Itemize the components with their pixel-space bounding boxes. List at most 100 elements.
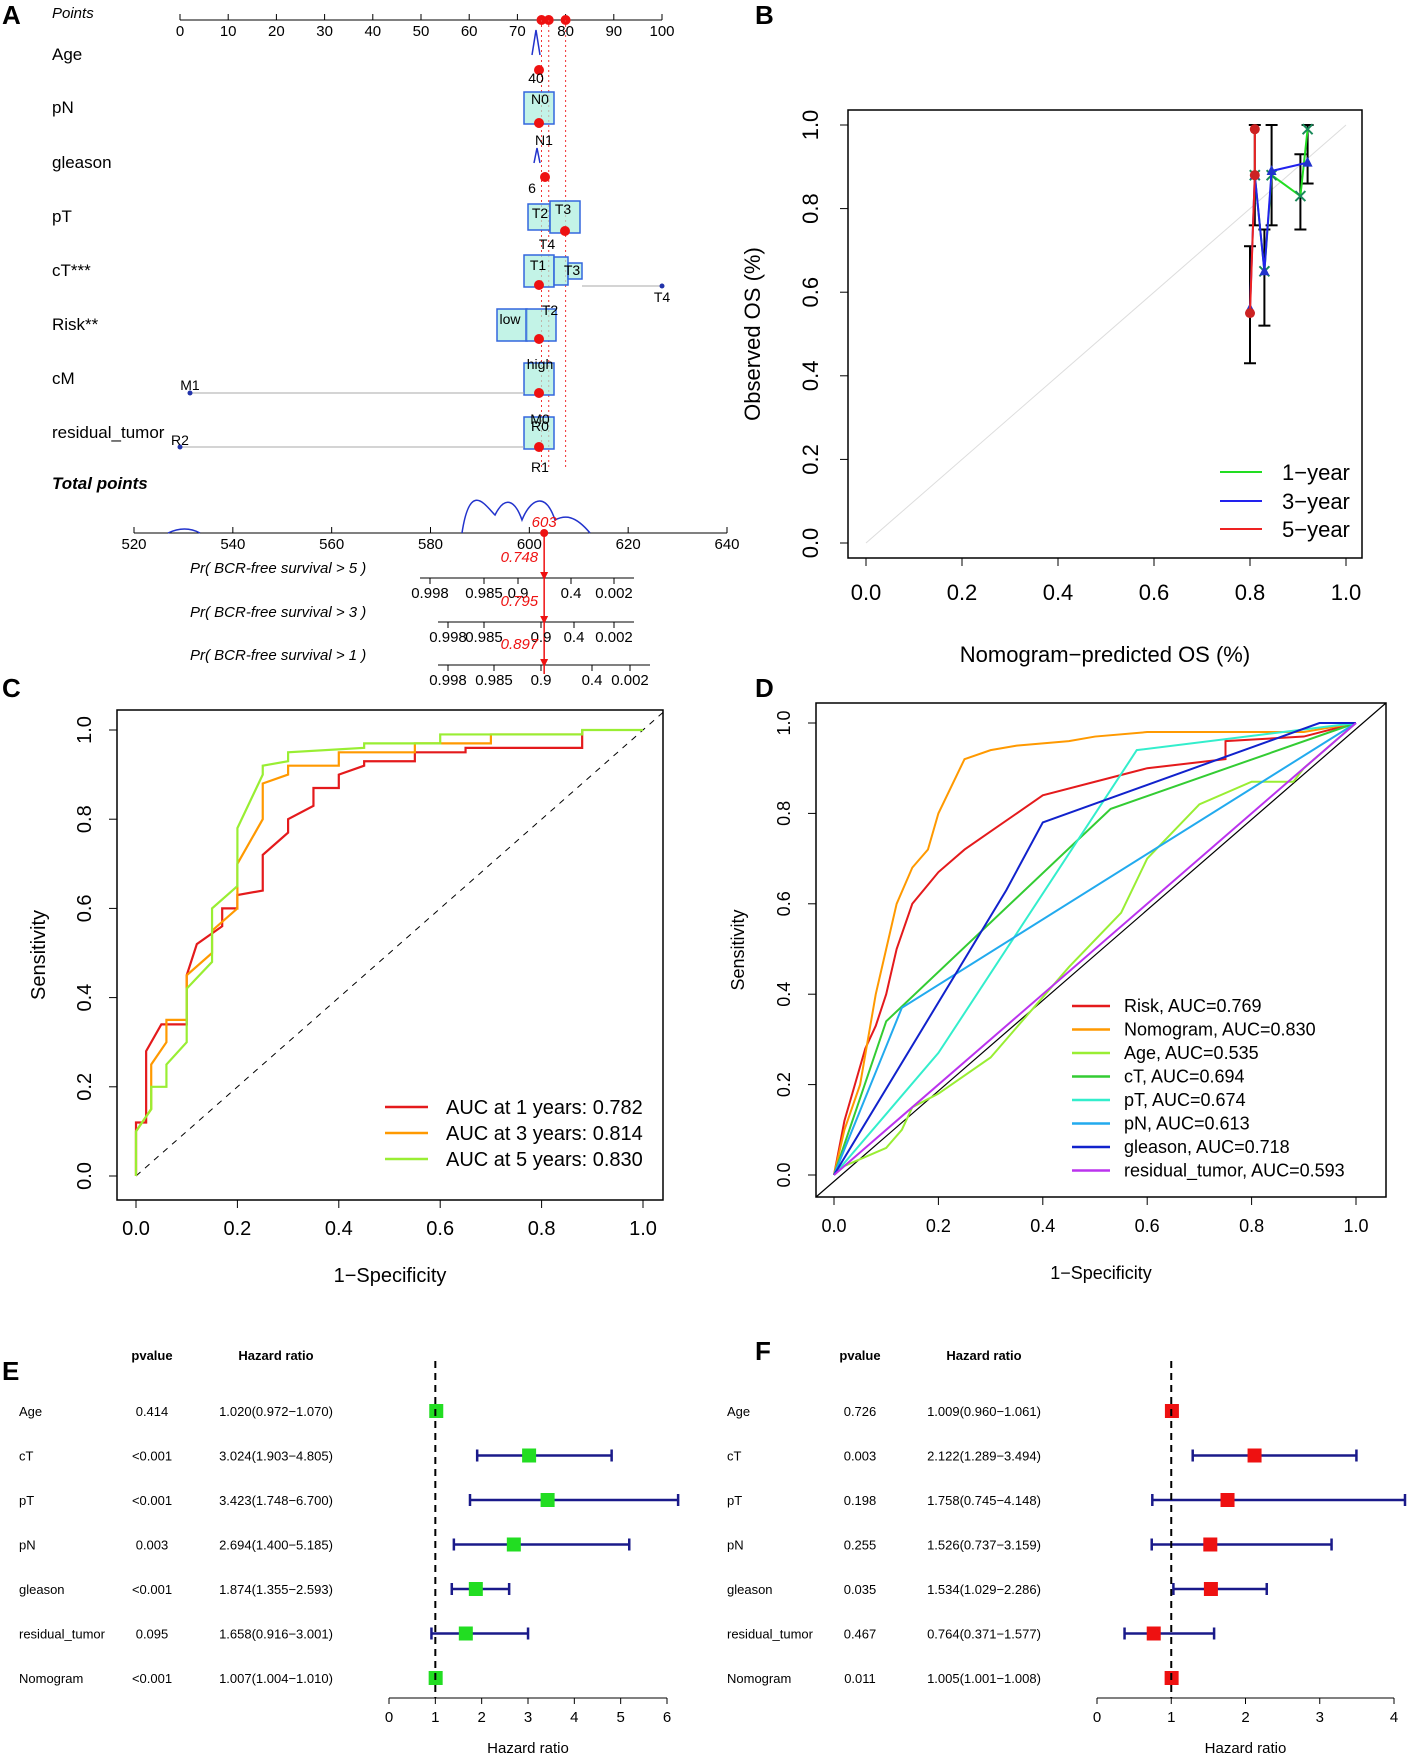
variable-point — [534, 65, 544, 75]
variable-label: cT*** — [52, 261, 91, 280]
points-tick-label: 90 — [605, 23, 622, 40]
plot-box — [116, 709, 664, 1201]
multivariate-forest-panel: pvalue Hazard ratio Age 0.726 1.009(0.960−1.… — [727, 1348, 1407, 1757]
forest-row-pvalue: <0.001 — [132, 1449, 172, 1464]
x-tick-label: 6 — [663, 1709, 671, 1726]
level-dot — [659, 283, 665, 289]
forest-row-pvalue: 0.035 — [844, 1582, 877, 1597]
roc-curve — [833, 722, 1357, 1176]
hazard-marker — [1220, 1493, 1235, 1507]
x-tick-label: 4 — [570, 1709, 578, 1726]
panel-letter-e: E — [2, 1356, 19, 1386]
forest-row-hr: 1.005(1.001−1.008) — [927, 1671, 1041, 1686]
calibration-line — [1249, 161, 1308, 309]
level-label: M0 — [530, 411, 550, 427]
calibration-point — [1249, 170, 1260, 181]
hazard-marker — [458, 1626, 473, 1641]
level-label: T4 — [539, 236, 556, 252]
level-label: T4 — [654, 289, 671, 305]
calibration-point — [1294, 190, 1307, 202]
variable-box — [523, 254, 555, 288]
level-label: N0 — [531, 91, 549, 107]
roc-curve — [833, 722, 1357, 1176]
pvalue-header: pvalue — [131, 1348, 172, 1363]
forest-row-pvalue: <0.001 — [132, 1671, 172, 1686]
roc-curve — [833, 722, 1356, 1176]
probability-tick-label: 0.998 — [429, 629, 467, 646]
level-label: N1 — [535, 132, 553, 148]
forest-row-hr: 1.007(1.004−1.010) — [219, 1671, 333, 1686]
total-value: 603 — [532, 514, 558, 531]
probability-value: 0.748 — [501, 549, 539, 566]
panel-letter-c: C — [2, 673, 21, 703]
level-label: R0 — [531, 418, 549, 434]
variable-box — [567, 262, 583, 280]
forest-row-pvalue: 0.467 — [844, 1627, 877, 1642]
calibration-point — [1259, 265, 1270, 276]
x-axis-label: Hazard ratio — [487, 1740, 569, 1757]
level-label: T2 — [542, 302, 559, 318]
x-tick-label: 0.4 — [325, 1218, 353, 1240]
hazard-marker — [540, 1493, 555, 1507]
diagonal-reference — [865, 124, 1347, 544]
level-dot — [187, 390, 193, 396]
probability-tick-label: 0.4 — [564, 629, 585, 646]
roc-curve — [833, 722, 1357, 1176]
total-tick-label: 580 — [418, 536, 443, 553]
variable-label: pT — [52, 207, 72, 226]
forest-row-pvalue: <0.001 — [132, 1493, 172, 1508]
probability-tick-label: 0.985 — [475, 672, 513, 689]
variable-box — [523, 416, 555, 450]
points-tick-label: 50 — [413, 23, 430, 40]
y-tick-label: 0.6 — [798, 277, 823, 308]
forest-row-pvalue: 0.255 — [844, 1538, 877, 1553]
variable-point — [534, 388, 544, 398]
x-tick-label: 0.8 — [528, 1218, 556, 1240]
points-label: Points — [52, 5, 94, 22]
forest-row-pvalue: <0.001 — [132, 1582, 172, 1597]
level-label: 40 — [528, 70, 544, 86]
hazard-ratio-header: Hazard ratio — [238, 1348, 313, 1363]
y-tick-label: 0.0 — [798, 528, 823, 559]
hazard-marker — [1247, 1448, 1262, 1463]
x-tick-label: 1 — [431, 1709, 439, 1726]
total-tick-label: 520 — [121, 536, 146, 553]
forest-row-name: pN — [727, 1538, 744, 1553]
x-tick-label: 0.0 — [851, 580, 882, 605]
calibration-point — [1245, 308, 1255, 319]
probability-tick-label: 0.9 — [531, 629, 552, 646]
level-label: T3 — [564, 262, 581, 278]
points-tick-label: 40 — [364, 23, 381, 40]
legend-label: AUC at 3 years: 0.814 — [446, 1123, 643, 1145]
plot-box — [847, 109, 1363, 559]
univariate-forest-panel: pvalue Hazard ratio Age 0.414 1.020(0.972−1.… — [19, 1348, 680, 1757]
y-tick-label: 0.8 — [74, 805, 96, 833]
legend-label: pT, AUC=0.674 — [1124, 1090, 1246, 1110]
total-density — [167, 499, 591, 534]
probability-tick-label: 0.4 — [582, 672, 603, 689]
x-tick-label: 1.0 — [629, 1218, 657, 1240]
forest-row-pvalue: 0.726 — [844, 1404, 877, 1419]
y-tick-label: 0.4 — [74, 984, 96, 1012]
legend-label: Risk, AUC=0.769 — [1124, 996, 1262, 1016]
probability-value: 0.897 — [501, 636, 539, 653]
forest-row-hr: 0.764(0.371−1.577) — [927, 1627, 1041, 1642]
forest-row-name: residual_tumor — [727, 1627, 814, 1642]
legend-label: gleason, AUC=0.718 — [1124, 1137, 1290, 1157]
y-tick-label: 1.0 — [74, 716, 96, 744]
probability-label: Pr( BCR-free survival > 5 ) — [190, 560, 366, 577]
points-tick-label: 100 — [649, 23, 674, 40]
hazard-ratio-header: Hazard ratio — [946, 1348, 1021, 1363]
y-tick-label: 1.0 — [774, 710, 794, 735]
probability-tick-label: 0.985 — [465, 585, 503, 602]
probability-arrow — [540, 572, 549, 580]
probability-tick-label: 0.9 — [531, 672, 552, 689]
forest-row-hr: 2.694(1.400−5.185) — [219, 1538, 333, 1553]
probability-tick-label: 0.002 — [611, 672, 649, 689]
y-axis-label: Sensitivity — [28, 910, 50, 1000]
roc-curve — [134, 728, 643, 1176]
legend-label: AUC at 5 years: 0.830 — [446, 1149, 643, 1171]
x-axis-label: 1−Specificity — [334, 1265, 447, 1287]
forest-row-hr: 1.009(0.960−1.061) — [927, 1404, 1041, 1419]
level-label: 6 — [528, 180, 536, 196]
